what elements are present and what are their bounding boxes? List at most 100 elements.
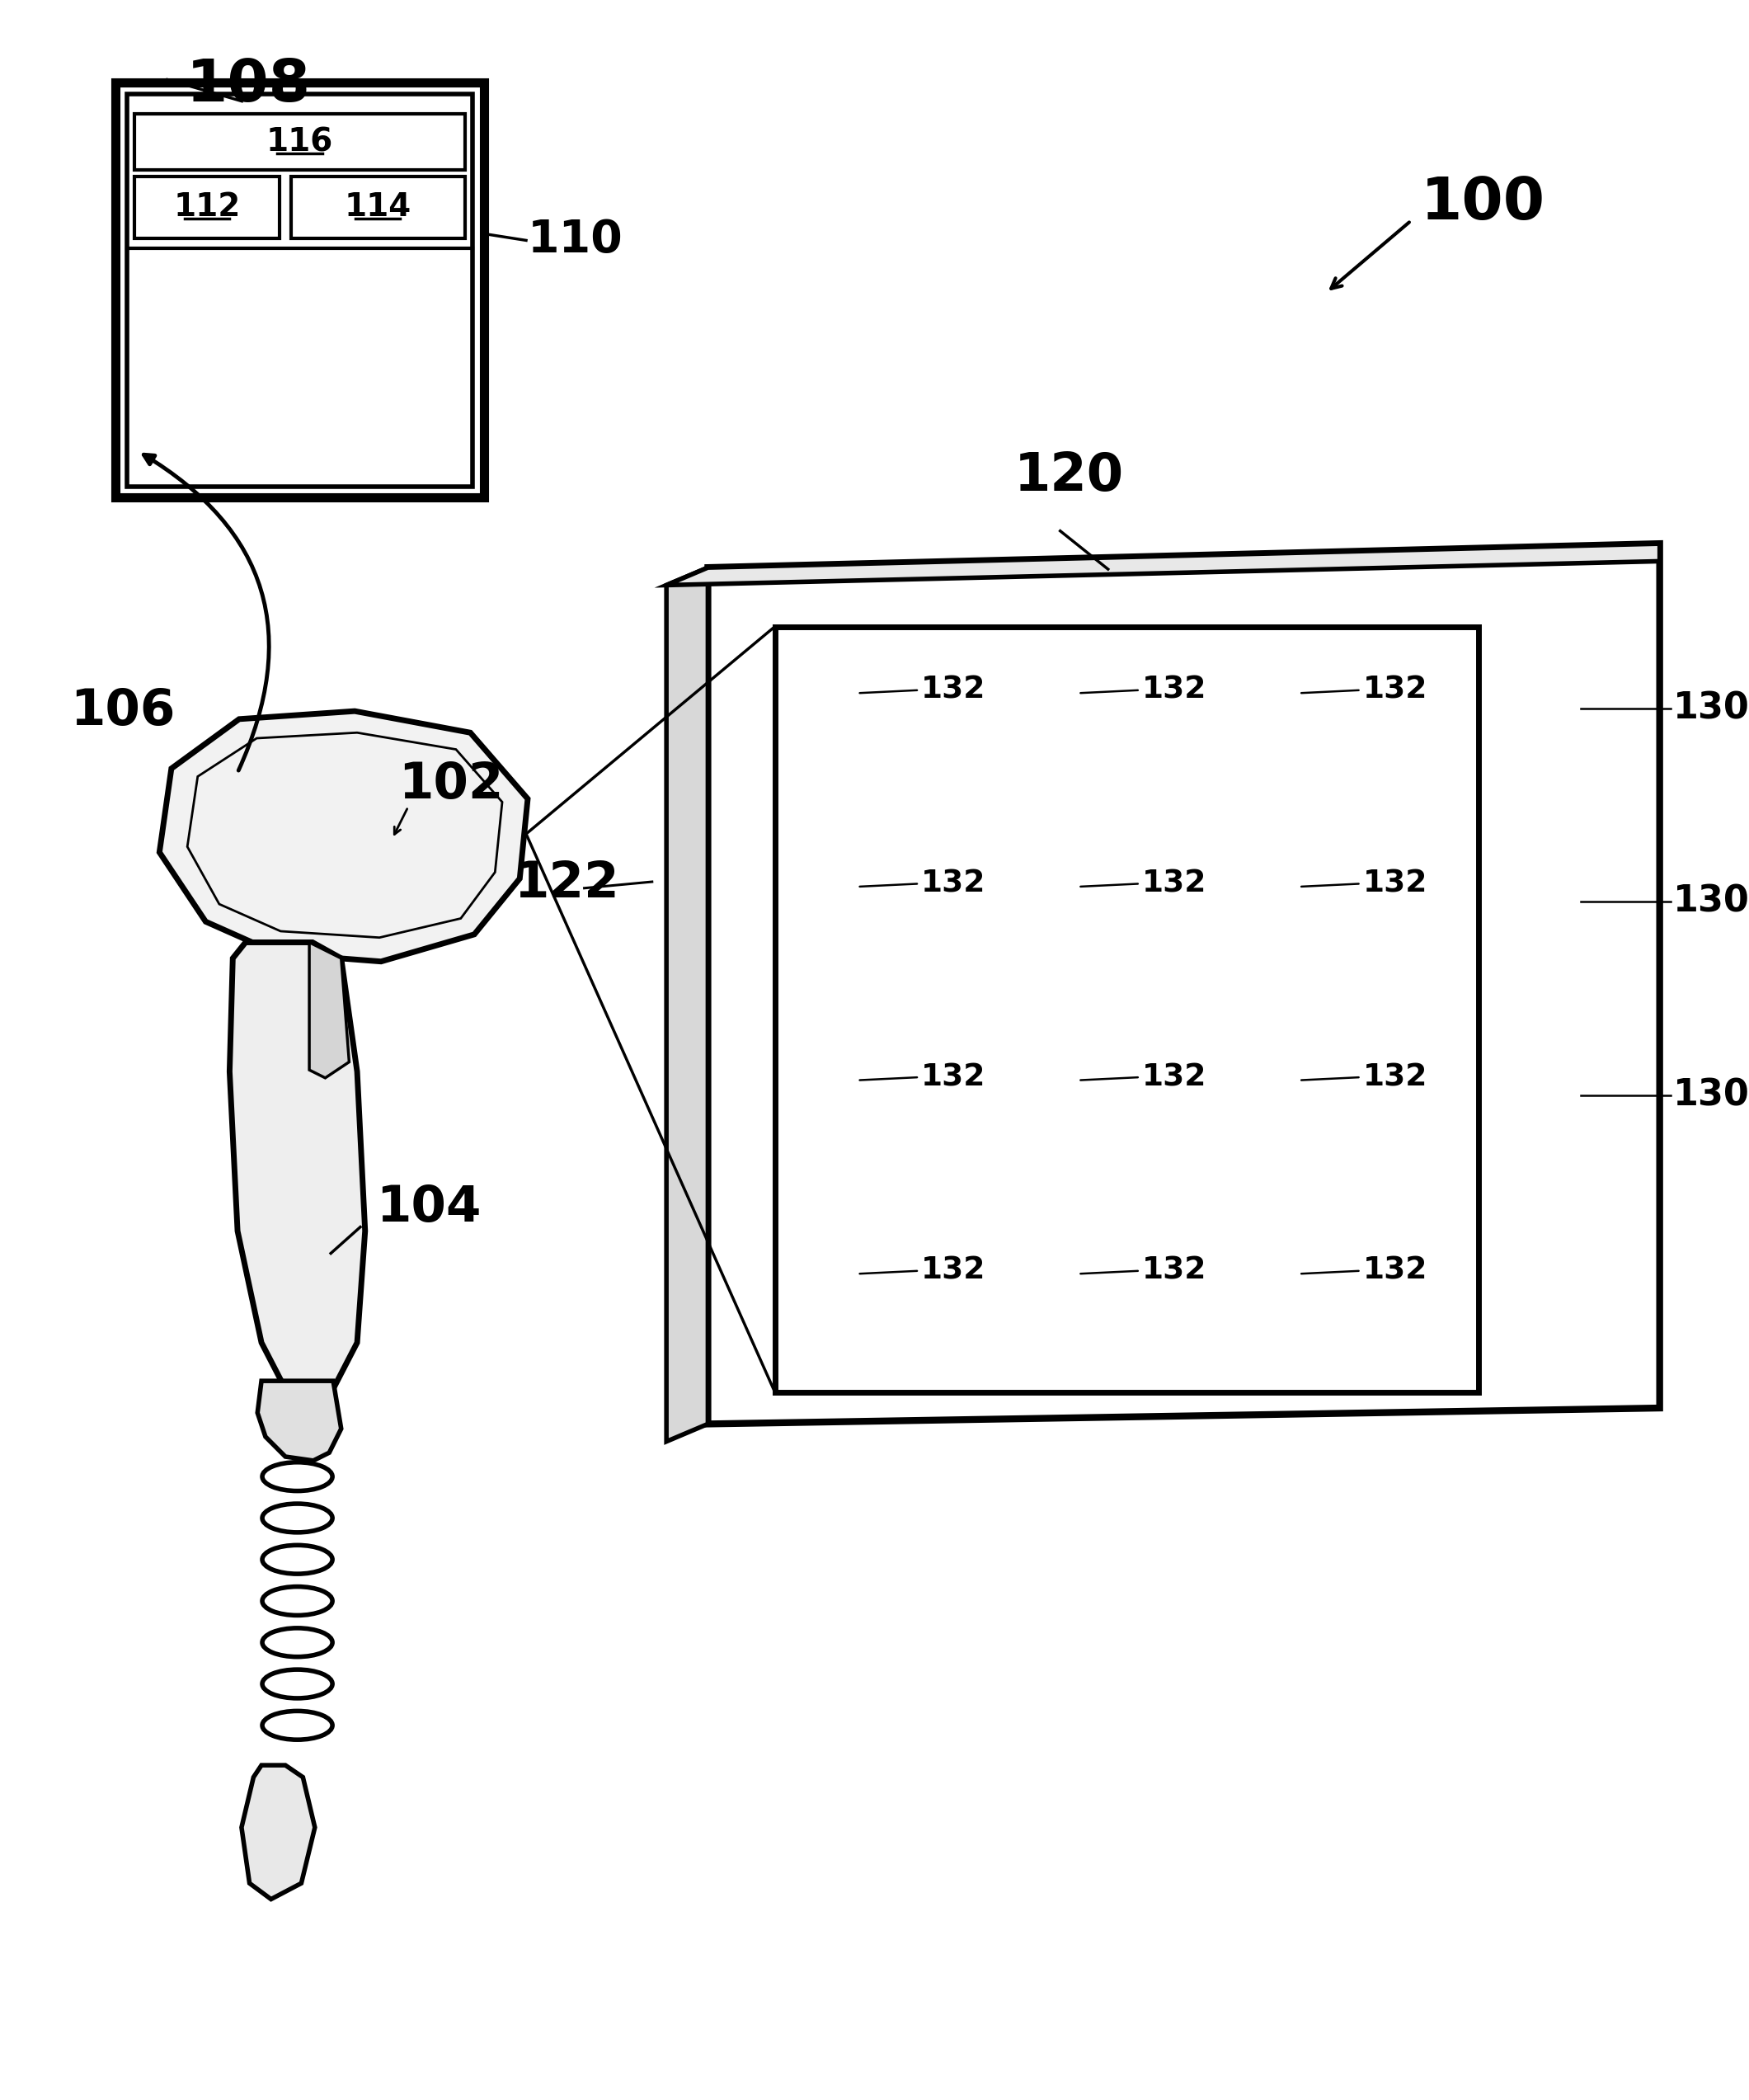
Bar (803, 1239, 806, 1340)
Bar (441, 332, 442, 395)
Bar (1527, 1046, 1529, 1147)
Bar (1457, 851, 1459, 951)
Bar (1436, 657, 1438, 758)
Bar (1443, 657, 1446, 758)
Bar (1011, 851, 1020, 951)
Bar (404, 332, 406, 395)
Bar (1102, 851, 1109, 951)
Bar (1088, 851, 1097, 951)
Bar (1090, 1046, 1098, 1147)
Bar (1334, 1239, 1336, 1340)
Bar (1425, 1046, 1431, 1147)
Bar (439, 407, 441, 473)
Bar (892, 1046, 901, 1147)
Bar (161, 254, 163, 319)
Bar (775, 626, 1478, 1392)
Bar (374, 332, 378, 395)
Bar (1272, 657, 1273, 758)
Bar (1251, 1046, 1256, 1147)
Bar (1303, 851, 1308, 951)
Bar (1560, 1046, 1562, 1147)
Bar (444, 254, 446, 319)
Bar (1076, 657, 1077, 758)
Bar (1539, 851, 1546, 951)
Bar (175, 332, 180, 395)
Bar (897, 1239, 902, 1340)
Bar (1007, 1046, 1009, 1147)
Bar (1205, 657, 1209, 758)
Text: 110: 110 (528, 218, 623, 262)
Bar (1487, 1239, 1490, 1340)
Bar (880, 1046, 887, 1147)
Bar (1053, 1239, 1058, 1340)
Bar (1212, 851, 1216, 951)
Bar (1048, 851, 1053, 951)
Bar (362, 254, 366, 319)
Bar (799, 1046, 801, 1147)
Bar (1476, 657, 1485, 758)
Bar (1497, 657, 1502, 758)
Bar (135, 176, 280, 237)
Bar (1516, 1239, 1520, 1340)
Bar (149, 332, 154, 395)
Polygon shape (708, 544, 1660, 1424)
Bar (444, 407, 446, 473)
Bar (780, 851, 784, 951)
Bar (1119, 1239, 1121, 1340)
Bar (196, 407, 198, 473)
Bar (367, 407, 369, 473)
Bar (271, 254, 276, 319)
Bar (294, 254, 299, 319)
Bar (276, 254, 280, 319)
Bar (794, 657, 798, 758)
Bar (159, 332, 164, 395)
Bar (890, 1239, 894, 1340)
Bar (1341, 657, 1350, 758)
Bar (1462, 1046, 1466, 1147)
Bar (1336, 851, 1340, 951)
Bar (985, 851, 990, 951)
Bar (771, 1239, 773, 1340)
Bar (1485, 851, 1490, 951)
Bar (843, 851, 847, 951)
Bar (213, 254, 219, 319)
Text: 130: 130 (1674, 884, 1749, 920)
Bar (904, 657, 909, 758)
Bar (1492, 851, 1495, 951)
Bar (843, 1046, 848, 1147)
Bar (909, 1239, 911, 1340)
Bar (448, 407, 451, 473)
Bar (866, 851, 869, 951)
Bar (362, 332, 366, 395)
Bar (453, 407, 455, 473)
Bar (1233, 657, 1242, 758)
Bar (1011, 657, 1016, 758)
Bar (785, 851, 794, 951)
Bar (997, 851, 1006, 951)
Bar (373, 254, 374, 319)
Text: 130: 130 (1674, 1077, 1749, 1113)
Bar (992, 851, 993, 951)
Bar (1216, 1239, 1217, 1340)
Bar (862, 1046, 868, 1147)
Text: 102: 102 (399, 760, 504, 811)
Bar (401, 254, 404, 319)
Bar (191, 254, 196, 319)
Bar (1021, 657, 1030, 758)
Bar (775, 1046, 778, 1147)
Bar (841, 657, 847, 758)
Bar (1466, 657, 1467, 758)
Bar (1041, 851, 1046, 951)
Bar (1258, 1239, 1259, 1340)
Bar (196, 332, 199, 395)
Bar (1296, 851, 1298, 951)
Bar (881, 657, 885, 758)
Bar (1053, 1046, 1058, 1147)
Bar (785, 657, 789, 758)
Bar (1469, 1239, 1471, 1340)
Bar (373, 407, 374, 473)
Text: 132: 132 (922, 1063, 986, 1092)
Bar (296, 332, 299, 395)
Bar (1280, 1046, 1282, 1147)
Text: 132: 132 (1142, 676, 1207, 706)
